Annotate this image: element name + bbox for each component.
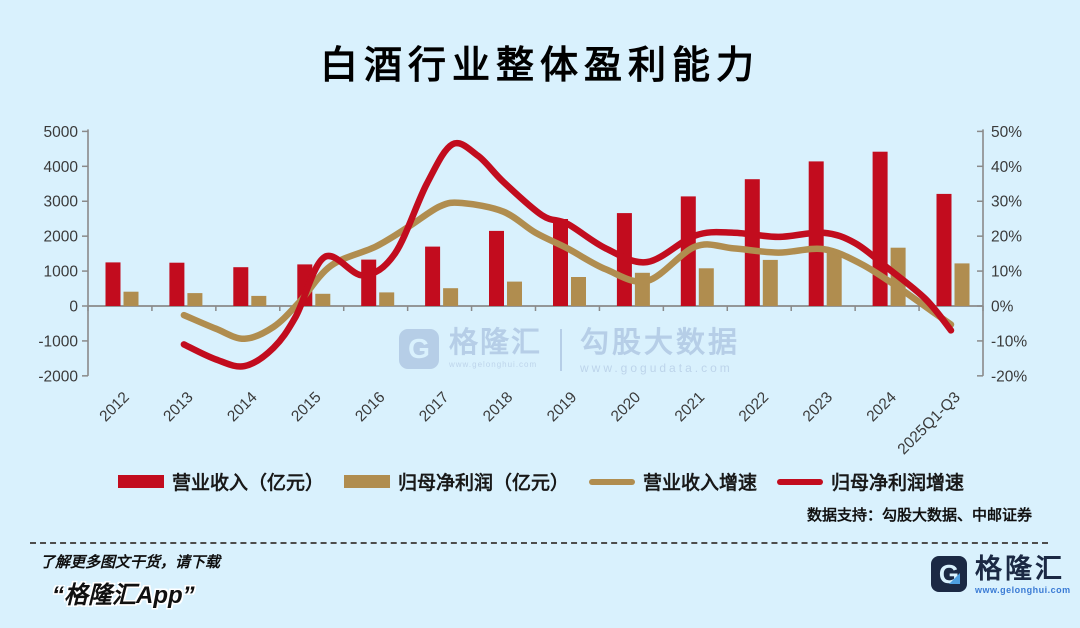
x-axis-label: 2019 xyxy=(544,389,580,425)
logo-arrow-icon xyxy=(949,573,960,584)
chart-legend: 营业收入（亿元） 归母净利润（亿元） 营业收入增速 归母净利润增速 xyxy=(118,468,964,495)
legend-label: 营业收入（亿元） xyxy=(172,473,325,494)
x-axis-label: 2014 xyxy=(224,389,261,426)
revenue-bar-2018 xyxy=(489,230,504,306)
net-profit-bar-2018 xyxy=(507,281,522,306)
footer-app-name: “格隆汇App” xyxy=(52,582,195,609)
x-axis-label: 2017 xyxy=(416,389,452,425)
net-profit-bar-2019 xyxy=(571,277,586,306)
net-profit-bar-2022 xyxy=(762,259,778,306)
watermark-divider xyxy=(560,329,563,371)
legend-label: 归母净利润（亿元） xyxy=(397,473,569,494)
net-profit-bar-2017 xyxy=(443,288,459,306)
data-source-note: 数据支持：勾股大数据、中邮证券 xyxy=(806,507,1032,524)
revenue-bar-2024 xyxy=(872,151,888,306)
x-axis-label: 2025Q1-Q3 xyxy=(895,389,964,458)
net-profit-bar-2015 xyxy=(315,293,331,306)
net-profit-bar-2023 xyxy=(826,251,842,306)
left-axis-label: 4000 xyxy=(44,159,79,176)
watermark-g-glyph: G xyxy=(408,333,430,364)
net-profit-bar-2012 xyxy=(123,291,139,306)
x-axis-label: 2013 xyxy=(160,389,196,425)
revenue-bar-2012 xyxy=(105,262,121,306)
watermark-partner-url: www.gogudata.com xyxy=(580,361,733,375)
dashed-divider xyxy=(30,542,1048,544)
page-title: 白酒行业整体盈利能力 xyxy=(319,45,760,87)
revenue-bar-2025Q1-Q3 xyxy=(936,193,952,306)
net-profit-bar-2021 xyxy=(698,268,714,306)
left-axis-label: -1000 xyxy=(38,333,78,350)
revenue-bar-2016 xyxy=(361,259,377,306)
x-axis-label: 2021 xyxy=(672,389,708,425)
right-axis-label: -10% xyxy=(991,333,1027,350)
revenue-bar-2017 xyxy=(425,246,441,306)
revenue-bar-2019 xyxy=(553,219,568,306)
revenue-bar-2013 xyxy=(169,262,185,306)
net-profit-bar-2016 xyxy=(379,292,395,306)
legend-label: 营业收入增速 xyxy=(642,473,757,494)
x-axis-label: 2023 xyxy=(800,389,836,425)
legend-item-profit-growth: 归母净利润增速 xyxy=(776,468,964,495)
revenue-growth-line-swatch xyxy=(588,478,635,485)
left-axis-label: 2000 xyxy=(44,229,79,246)
legend-label: 归母净利润增速 xyxy=(830,473,964,494)
left-axis-label: 0 xyxy=(69,299,78,316)
net-profit-bar-swatch xyxy=(343,475,390,488)
right-axis-label: 50% xyxy=(991,124,1022,141)
right-axis-label: 40% xyxy=(991,159,1022,176)
x-axis-label: 2022 xyxy=(736,389,772,425)
left-axis-label: -2000 xyxy=(38,368,78,385)
x-axis-label: 2018 xyxy=(480,389,516,425)
left-axis-label: 3000 xyxy=(44,194,79,211)
left-axis-label: 1000 xyxy=(44,264,79,281)
watermark-partner-text: 勾股大数据 xyxy=(580,327,741,359)
revenue-bar-swatch xyxy=(118,475,164,488)
x-axis-label: 2012 xyxy=(96,389,132,425)
net-profit-bar-2025Q1-Q3 xyxy=(954,263,970,306)
legend-item-net-profit: 归母净利润（亿元） xyxy=(343,468,569,495)
logo-brand-text: 格隆汇 xyxy=(975,554,1065,584)
profit-growth-line-swatch xyxy=(776,478,823,485)
x-axis-label: 2024 xyxy=(864,389,901,426)
x-axis-label: 2016 xyxy=(352,389,388,425)
watermark: G 格隆汇 www.gelonghui.com 勾股大数据 www.goguda… xyxy=(399,329,740,374)
net-profit-bar-2014 xyxy=(251,295,267,306)
right-axis-label: -20% xyxy=(991,368,1027,385)
right-axis-label: 0% xyxy=(991,299,1014,316)
x-axis-label: 2015 xyxy=(288,389,324,425)
revenue-bar-2014 xyxy=(233,267,249,306)
watermark-brand-url: www.gelonghui.com xyxy=(449,360,538,369)
watermark-brand-text: 格隆汇 xyxy=(449,327,543,359)
right-axis-label: 10% xyxy=(991,264,1022,281)
gelonghui-logo: G 格隆汇 www.gelonghui.com xyxy=(931,556,1071,595)
revenue-growth-line xyxy=(180,199,955,343)
revenue-bar-2022 xyxy=(744,179,760,306)
footer-promo-text: 了解更多图文干货，请下载 xyxy=(40,554,221,571)
left-axis-label: 5000 xyxy=(44,124,79,141)
profitability-combo-chart: 5000 4000 3000 2000 1000 0 -1000 -2000 50% 40% 30%… xyxy=(38,124,1027,458)
profit-growth-line xyxy=(180,139,955,370)
right-axis-label: 20% xyxy=(991,229,1022,246)
x-axis-label: 2020 xyxy=(608,389,645,426)
legend-item-revenue-growth: 营业收入增速 xyxy=(588,468,757,495)
gelonghui-watermark-logo-icon: G xyxy=(399,329,439,369)
legend-item-revenue: 营业收入（亿元） xyxy=(118,468,324,495)
net-profit-bar-2013 xyxy=(187,293,203,306)
gelonghui-g-icon: G xyxy=(931,556,967,592)
right-axis-label: 30% xyxy=(991,194,1022,211)
logo-url-text: www.gelonghui.com xyxy=(975,585,1071,595)
